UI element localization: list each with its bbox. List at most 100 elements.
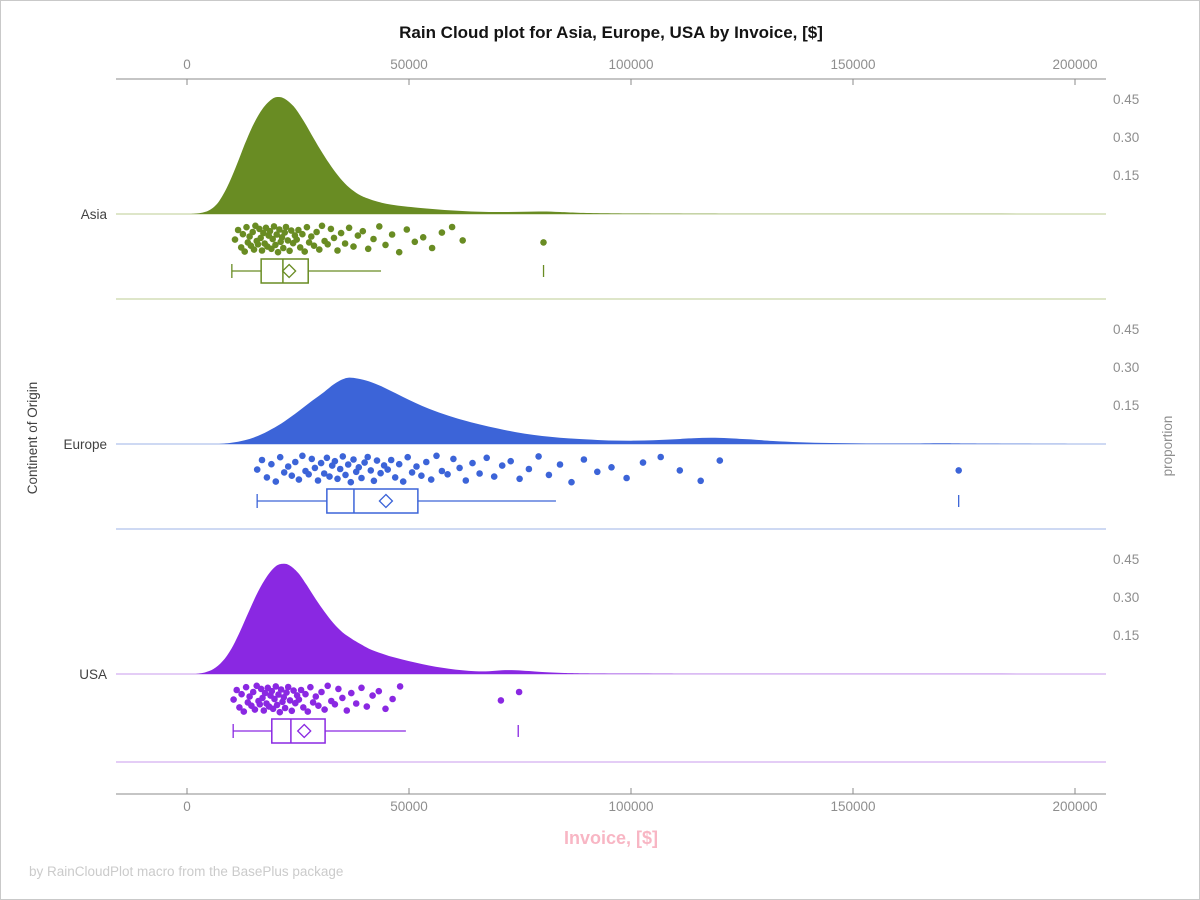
usa-density-curve xyxy=(195,563,1107,674)
usa-rain-point xyxy=(281,704,289,712)
usa-rain-point xyxy=(389,695,396,703)
asia-rain-point xyxy=(273,231,281,238)
europe-rain-point xyxy=(350,456,357,463)
usa-rain-point xyxy=(312,693,320,700)
europe-proportion-tick-label: 0.15 xyxy=(1113,398,1139,413)
asia-rain-point xyxy=(364,245,372,253)
europe-rain-point xyxy=(955,467,962,474)
asia-rain-point xyxy=(350,243,357,250)
europe-rain-point xyxy=(323,454,331,462)
asia-rain-point xyxy=(376,223,383,230)
asia-rain-point xyxy=(305,239,313,246)
asia-rain-point xyxy=(241,248,248,255)
europe-rain-point xyxy=(404,453,412,461)
asia-rain-point xyxy=(234,226,242,234)
usa-rain-point xyxy=(321,706,328,713)
asia-rain-point xyxy=(382,241,389,249)
europe-rain-point xyxy=(355,464,363,471)
europe-rain-point xyxy=(288,472,296,480)
asia-rain-point xyxy=(282,223,290,231)
asia-rain-point xyxy=(303,223,311,231)
europe-rain-point xyxy=(347,478,355,486)
europe-rain-point xyxy=(339,453,347,460)
usa-rain-point xyxy=(230,696,237,703)
europe-rain-point xyxy=(373,457,381,464)
usa-rain-point xyxy=(256,701,264,708)
europe-rain-point xyxy=(263,474,271,481)
usa-proportion-tick-label: 0.30 xyxy=(1113,590,1139,605)
europe-rain-point xyxy=(361,459,368,466)
europe-proportion-tick-label: 0.30 xyxy=(1113,360,1139,375)
asia-rain-point xyxy=(266,227,274,235)
asia-rain-point xyxy=(341,240,349,247)
europe-rain-point xyxy=(608,464,615,471)
usa-rain-point xyxy=(277,686,285,693)
europe-rain-point xyxy=(450,455,457,463)
europe-rain-point xyxy=(370,477,378,485)
usa-rain-point xyxy=(246,693,253,700)
usa-rain-point xyxy=(268,687,276,695)
group-label-europe: Europe xyxy=(63,437,107,452)
asia-rain-point xyxy=(258,247,266,254)
usa-rain-point xyxy=(233,686,240,694)
europe-rain-point xyxy=(299,452,306,460)
asia-rain-point xyxy=(459,237,467,244)
usa-rain-point xyxy=(261,689,269,697)
asia-rain-point xyxy=(295,226,302,234)
asia-rain-point xyxy=(370,235,377,243)
usa-rain-point xyxy=(272,683,280,690)
europe-rain-point xyxy=(556,461,564,468)
asia-rain-point xyxy=(249,228,256,236)
usa-rain-point xyxy=(497,697,505,704)
usa-rain-point xyxy=(343,707,351,714)
europe-rain-point xyxy=(272,478,280,485)
asia-rain-point xyxy=(388,231,396,238)
asia-proportion-tick-label: 0.15 xyxy=(1113,168,1139,183)
europe-rain-point xyxy=(469,459,476,467)
asia-rain-point xyxy=(359,227,367,235)
europe-rain-point xyxy=(408,469,416,476)
bottom-x-axis-tick-label: 150000 xyxy=(830,799,875,814)
usa-rain-point xyxy=(304,708,312,715)
asia-rain-point xyxy=(330,234,338,242)
europe-rain-point xyxy=(384,466,392,473)
usa-rain-point xyxy=(315,702,322,709)
asia-rain-point xyxy=(310,242,318,249)
bottom-x-axis-tick-label: 0 xyxy=(183,799,191,814)
asia-rain-point xyxy=(540,239,547,246)
europe-rain-point xyxy=(334,475,341,483)
bottom-x-axis-tick-label: 50000 xyxy=(390,799,428,814)
y-axis-label-right: proportion xyxy=(1160,415,1175,477)
asia-density-curve xyxy=(191,96,1107,214)
asia-rain-point xyxy=(316,246,323,253)
usa-rain-point xyxy=(339,694,346,702)
europe-rain-point xyxy=(395,460,403,468)
top-x-axis-tick-label: 200000 xyxy=(1052,57,1097,72)
usa-proportion-tick-label: 0.15 xyxy=(1113,628,1139,643)
europe-rain-point xyxy=(387,456,395,464)
asia-rain-point xyxy=(438,229,446,236)
asia-rain-point xyxy=(395,248,403,256)
europe-rain-point xyxy=(413,463,420,470)
europe-rain-point xyxy=(594,468,601,476)
usa-rain-point xyxy=(290,687,297,694)
europe-rain-point xyxy=(367,467,375,474)
asia-rain-point xyxy=(403,226,411,233)
y-axis-label-left: Continent of Origin xyxy=(25,381,40,495)
usa-rain-point xyxy=(515,688,523,696)
usa-rain-point xyxy=(358,684,365,692)
usa-rain-point xyxy=(283,689,290,696)
usa-proportion-tick-label: 0.45 xyxy=(1113,552,1139,567)
europe-rain-point xyxy=(336,465,344,473)
europe-rain-point xyxy=(364,453,372,461)
asia-rain-point xyxy=(428,244,436,252)
europe-rain-point xyxy=(657,453,664,461)
europe-rain-point xyxy=(462,477,470,484)
asia-rain-point xyxy=(337,229,345,237)
asia-proportion-tick-label: 0.30 xyxy=(1113,130,1139,145)
top-x-axis-tick-label: 100000 xyxy=(608,57,653,72)
europe-rain-point xyxy=(623,474,630,482)
usa-rain-point xyxy=(242,683,250,691)
asia-rain-point xyxy=(276,226,283,233)
